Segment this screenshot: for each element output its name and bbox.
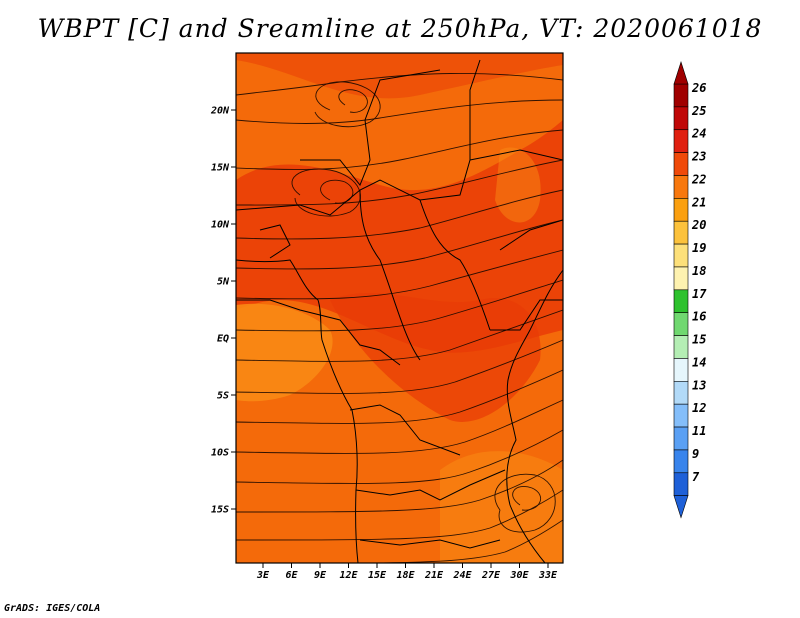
- lon-label: 3E: [256, 570, 270, 581]
- colorbar-label: 9: [692, 447, 699, 461]
- colorbar-segment: [673, 426, 689, 451]
- lon-label: 27E: [481, 570, 501, 581]
- lon-label: 12E: [339, 570, 358, 581]
- colorbar-segment: [673, 472, 689, 496]
- colorbar-segment: [673, 312, 689, 336]
- colorbar-label: 16: [692, 310, 706, 324]
- colorbar-segment: [673, 403, 689, 428]
- map-panel: [235, 52, 564, 564]
- colorbar-label: 12: [692, 401, 706, 415]
- colorbar-label: 21: [691, 195, 706, 209]
- lon-label: 9E: [314, 570, 327, 581]
- lat-label: 20N: [210, 106, 230, 117]
- lon-label: 33E: [538, 570, 558, 581]
- colorbar-segment: [673, 266, 689, 291]
- colorbar: 26 25 24 23 22 21 20 19 18 17 16 15 14 13 12 11 9 7: [673, 61, 707, 519]
- colorbar-label: 11: [692, 424, 706, 438]
- colorbar-top-arrow: [673, 61, 689, 85]
- colorbar-label: 7: [692, 470, 700, 484]
- lon-label: 6E: [285, 570, 298, 581]
- colorbar-bottom-arrow: [673, 495, 689, 519]
- lat-label: 15N: [211, 163, 230, 174]
- colorbar-segment: [673, 83, 689, 108]
- colorbar-segment: [673, 449, 689, 474]
- colorbar-segment: [673, 358, 689, 382]
- chart-title: WBPT [C] and Sreamline at 250hPa, VT: 20…: [37, 14, 763, 43]
- longitude-axis: 3E 6E 9E 12E 15E 18E 21E 24E 27E 30E 33E: [256, 563, 558, 581]
- colorbar-label: 17: [692, 287, 707, 301]
- grads-credit: GrADS: IGES/COLA: [4, 603, 101, 614]
- colorbar-label: 22: [691, 172, 706, 186]
- colorbar-segment: [673, 381, 689, 405]
- lon-label: 24E: [452, 570, 472, 581]
- colorbar-segment: [673, 198, 689, 222]
- colorbar-label: 23: [691, 150, 706, 164]
- colorbar-label: 13: [692, 378, 706, 392]
- colorbar-segment: [673, 106, 689, 131]
- lon-label: 18E: [396, 570, 415, 581]
- colorbar-label: 26: [691, 81, 706, 95]
- lat-label: 5N: [217, 277, 230, 288]
- map-frame: [235, 52, 564, 564]
- colorbar-segment: [673, 152, 689, 176]
- lat-label: 5S: [217, 391, 229, 402]
- colorbar-label: 18: [692, 264, 706, 278]
- colorbar-label: 15: [692, 333, 706, 347]
- country-borders: [236, 59, 563, 563]
- cooler-shading-patches: [236, 147, 563, 563]
- colorbar-segment: [673, 243, 689, 268]
- colorbar-segment: [673, 289, 689, 313]
- latitude-axis: 20N 15N 10N 5N EQ 5S 10S 15S: [210, 106, 236, 516]
- colorbar-label: 19: [692, 241, 706, 255]
- colorbar-segment: [673, 335, 689, 359]
- lon-label: 15E: [368, 570, 387, 581]
- colorbar-segment: [673, 175, 689, 199]
- streamlines: [236, 72, 563, 563]
- colorbar-segment: [673, 220, 689, 245]
- lon-label: 30E: [509, 570, 529, 581]
- lat-label: 10N: [211, 220, 230, 231]
- lat-label: 10S: [211, 448, 229, 459]
- lat-label: 15S: [211, 505, 229, 516]
- lat-label: EQ: [217, 334, 229, 345]
- lon-label: 21E: [424, 570, 444, 581]
- colorbar-segment: [673, 129, 689, 153]
- colorbar-label: 20: [691, 218, 706, 232]
- colorbar-label: 24: [691, 127, 706, 141]
- colorbar-label: 25: [691, 104, 706, 118]
- colorbar-label: 14: [692, 355, 706, 369]
